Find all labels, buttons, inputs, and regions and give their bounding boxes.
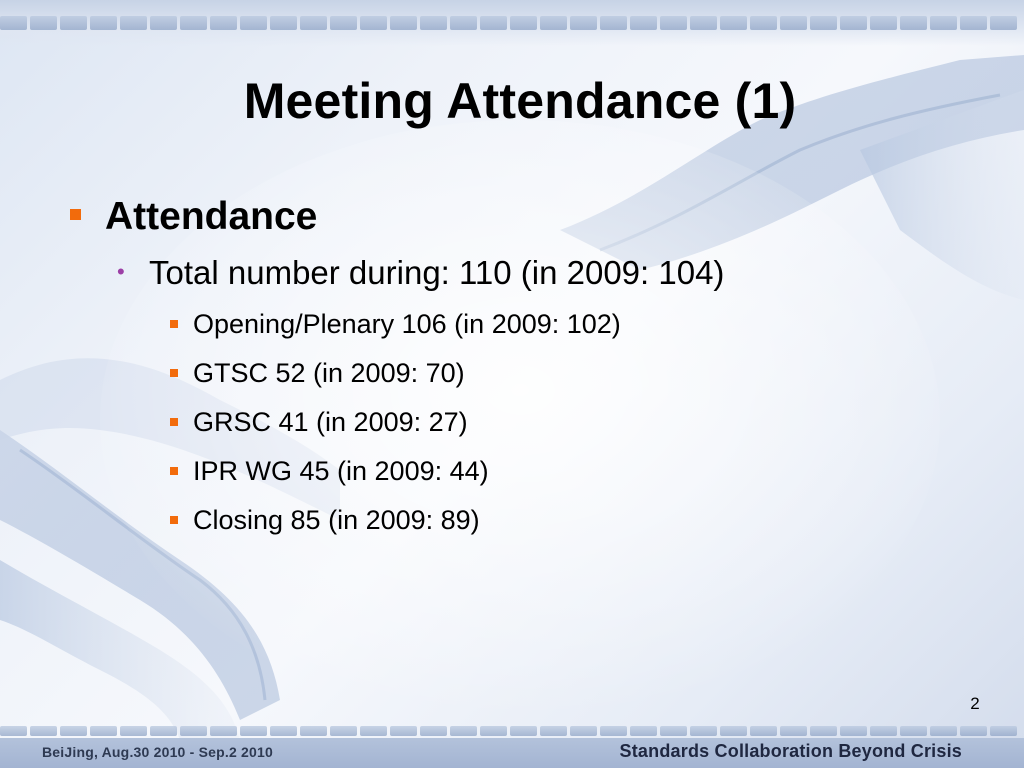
list-item: GRSC 41 (in 2009: 27): [168, 398, 968, 447]
page-number: 2: [970, 694, 980, 713]
top-brick-border: [0, 16, 1024, 30]
list-item: GTSC 52 (in 2009: 70): [168, 349, 968, 398]
slide-title: Meeting Attendance (1): [243, 73, 797, 129]
square-bullet-icon: [170, 467, 178, 475]
square-bullet-icon: [170, 418, 178, 426]
square-bullet-icon: [70, 209, 81, 220]
list-item: Closing 85 (in 2009: 89): [168, 496, 968, 545]
list-item-label: IPR WG 45 (in 2009: 44): [193, 456, 489, 486]
heading-attendance: Attendance: [105, 195, 318, 238]
square-bullet-icon: [170, 320, 178, 328]
bullet-level1: Attendance: [68, 193, 968, 241]
dot-bullet-icon: •: [117, 259, 125, 284]
square-bullet-icon: [170, 516, 178, 524]
list-item: IPR WG 45 (in 2009: 44): [168, 447, 968, 496]
bottom-brick-border: [0, 726, 1024, 736]
square-bullet-icon: [170, 369, 178, 377]
footer-location-date: BeiJing, Aug.30 2010 - Sep.2 2010: [42, 744, 273, 760]
list-item-label: GTSC 52 (in 2009: 70): [193, 358, 465, 388]
slide-content: Attendance • Total number during: 110 (i…: [68, 193, 968, 545]
list-item-label: Opening/Plenary 106 (in 2009: 102): [193, 309, 621, 339]
list-item: Opening/Plenary 106 (in 2009: 102): [168, 300, 968, 349]
bullet-level2: • Total number during: 110 (in 2009: 104…: [114, 252, 968, 294]
footer-slogan: Standards Collaboration Beyond Crisis: [619, 741, 962, 761]
footer-bar: BeiJing, Aug.30 2010 - Sep.2 2010 Standa…: [0, 738, 1024, 768]
list-item-label: Closing 85 (in 2009: 89): [193, 505, 480, 535]
session-attendance-list: Opening/Plenary 106 (in 2009: 102) GTSC …: [168, 300, 968, 545]
list-item-label: GRSC 41 (in 2009: 27): [193, 407, 468, 437]
total-number-text: Total number during: 110 (in 2009: 104): [149, 254, 725, 291]
